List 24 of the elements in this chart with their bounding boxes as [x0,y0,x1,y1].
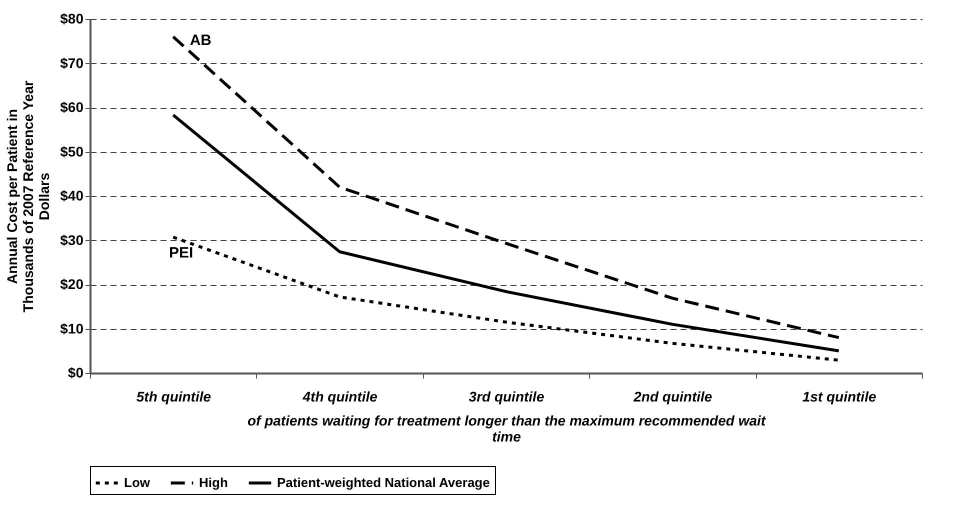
legend-label: High [199,475,228,490]
y-tick-label: $80 [60,10,84,26]
y-tick-label: $60 [60,99,84,115]
y-tick-label: $20 [60,276,84,292]
legend-label: Low [124,475,151,490]
y-tick-label: $10 [60,320,84,336]
x-axis-title: of patients waiting for treatment longer than the maximum recommended wait time [247,412,767,444]
annotation: PEI [169,244,194,262]
x-tick-label: 4th quintile [302,388,378,404]
line-series [172,114,840,352]
y-tick-label: $50 [60,143,84,160]
x-tick-label: 5th quintile [136,388,212,404]
y-tick-label: $40 [60,188,84,204]
y-tick-label: $0 [68,364,84,380]
y-axis-title: Annual Cost per Patient in Thousands of 2007 Reference Year Dollars [4,80,52,312]
x-tick-label: 1st quintile [802,388,876,404]
y-tick-label: $30 [60,232,84,248]
x-tick-label: 3rd quintile [468,388,544,404]
line-series [172,35,840,340]
x-tick-label: 2nd quintile [632,388,712,404]
legend-label: Patient-weighted National Average [277,475,490,490]
annotation: AB [190,32,212,50]
line-series [172,236,840,362]
y-tick-label: $70 [60,54,84,71]
